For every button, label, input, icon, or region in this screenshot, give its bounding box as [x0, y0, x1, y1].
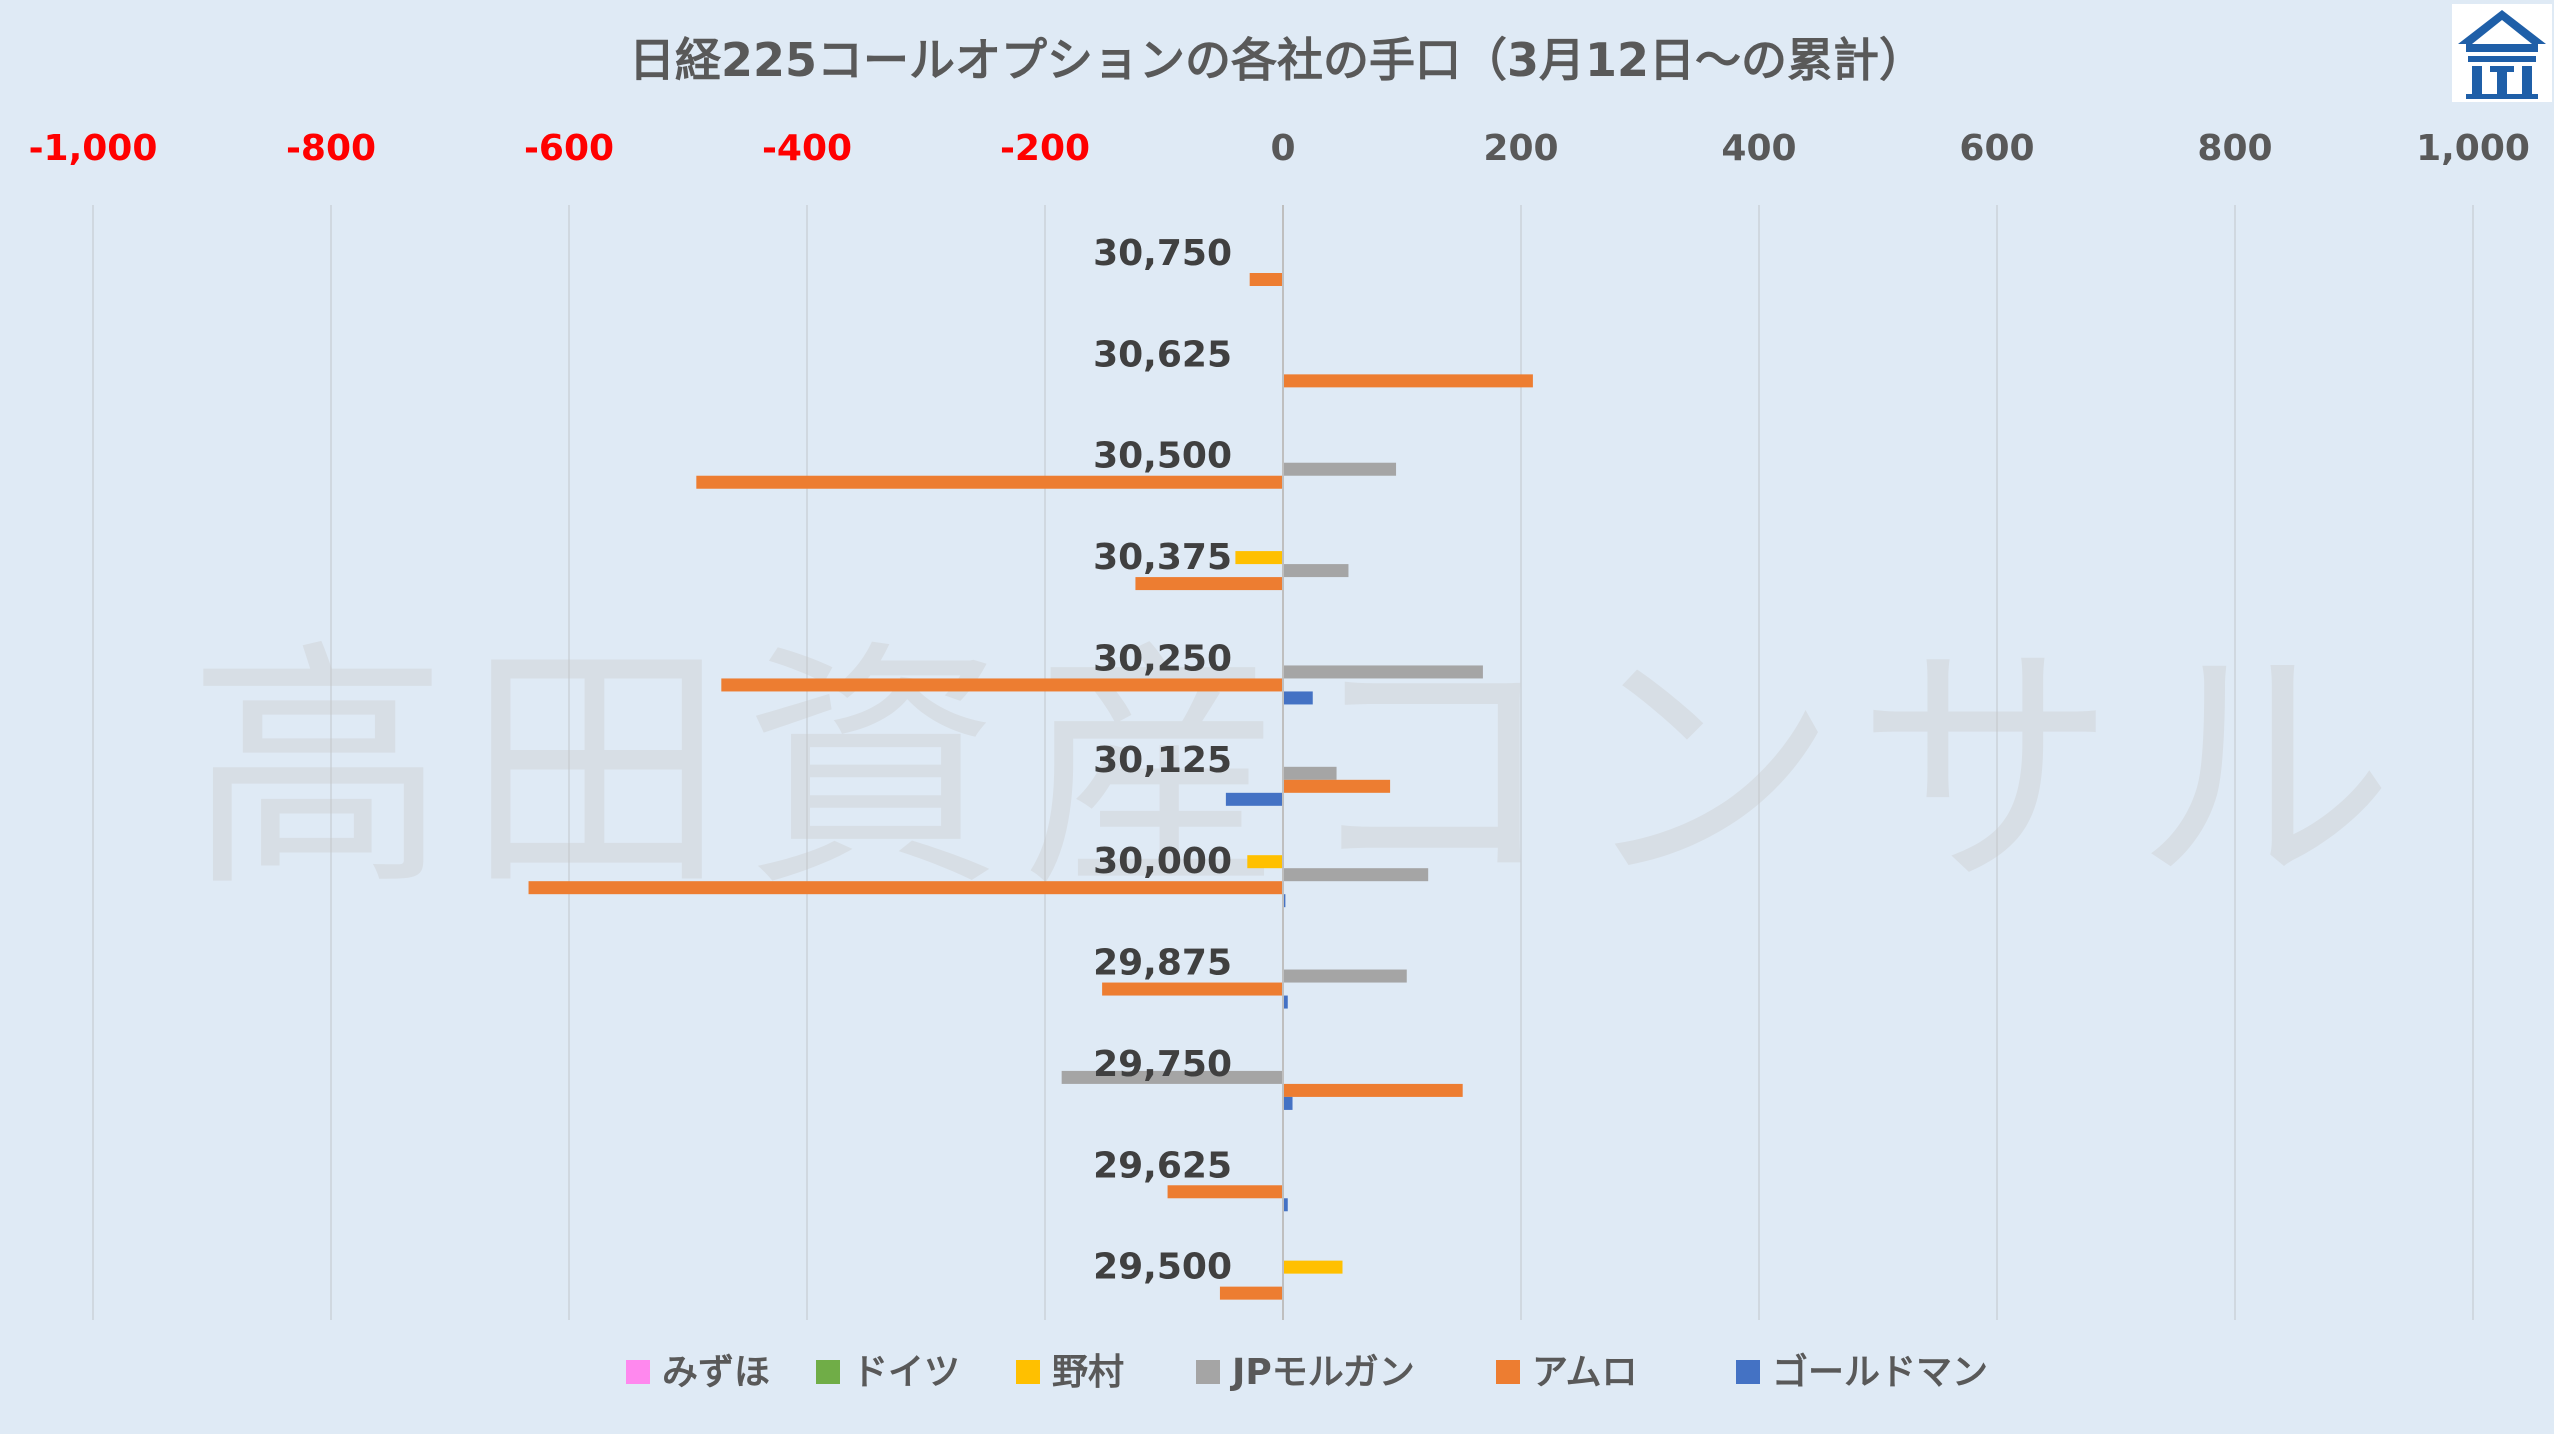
category-label: 30,375 [1093, 537, 1232, 578]
bar [1283, 665, 1483, 679]
bar [721, 678, 1283, 692]
category-label: 29,750 [1093, 1044, 1232, 1085]
category-label: 30,250 [1093, 638, 1232, 679]
bar [1283, 1083, 1463, 1097]
x-tick-label: 1,000 [2416, 128, 2530, 169]
bar [1283, 969, 1407, 983]
category-label: 30,125 [1093, 740, 1232, 781]
bar [1225, 792, 1283, 806]
bar [1283, 691, 1313, 705]
x-tick-label: -600 [524, 128, 614, 169]
x-tick-label: 600 [1959, 128, 2034, 169]
x-tick-label: 400 [1721, 128, 1796, 169]
category-label: 30,750 [1093, 233, 1232, 274]
x-tick-label: -200 [1000, 128, 1090, 169]
x-axis-ticks: -1,000 -800 -600 -400 -200 0 200 400 600 800 1,000 [29, 128, 2530, 169]
x-tick-label: 800 [2197, 128, 2272, 169]
bar [1219, 1286, 1283, 1300]
legend-swatch [1736, 1360, 1760, 1384]
bar [1061, 1070, 1283, 1084]
bar [1135, 577, 1283, 591]
category-label: 30,000 [1093, 841, 1232, 882]
bar [1283, 1198, 1288, 1212]
category-label: 29,625 [1093, 1145, 1232, 1186]
category-label: 30,500 [1093, 436, 1232, 477]
bar [1283, 779, 1391, 793]
x-tick-label: -400 [762, 128, 852, 169]
legend-swatch [626, 1360, 650, 1384]
x-tick-label: 200 [1483, 128, 1558, 169]
category-label: 29,875 [1093, 943, 1232, 984]
legend-label: アムロ [1532, 1352, 1637, 1393]
legend: みずほ ドイツ 野村 JPモルガン アムロ ゴールドマン [626, 1351, 1988, 1393]
legend-label: みずほ [662, 1352, 770, 1393]
bar [1283, 995, 1288, 1009]
legend-swatch [1016, 1360, 1040, 1384]
bar [1283, 868, 1429, 882]
bar [696, 475, 1283, 489]
bar [1283, 894, 1286, 908]
legend-label: 野村 [1052, 1352, 1124, 1393]
legend-swatch [816, 1360, 840, 1384]
bar [1283, 564, 1349, 578]
bar [1167, 1185, 1283, 1199]
x-tick-label: 0 [1270, 128, 1295, 169]
legend-label: ゴールドマン [1772, 1351, 1988, 1393]
bar [528, 881, 1283, 895]
bars [528, 273, 1533, 1300]
bar [1102, 982, 1283, 996]
x-tick-label: -1,000 [29, 128, 158, 169]
category-labels: 30,750 30,625 30,500 30,375 30,250 30,125 30,0… [1093, 233, 1232, 1288]
bar [1249, 273, 1283, 286]
category-label: 30,625 [1093, 334, 1232, 375]
bar [1235, 551, 1283, 565]
category-label: 29,500 [1093, 1247, 1232, 1288]
bar [1247, 855, 1283, 869]
legend-swatch [1196, 1360, 1220, 1384]
logo-icon [2452, 4, 2552, 102]
gridlines [92, 205, 2474, 1320]
legend-label: ドイツ [852, 1352, 960, 1393]
bar [1283, 374, 1533, 388]
bar [1283, 462, 1397, 476]
bar [1283, 1260, 1343, 1274]
x-tick-label: -800 [286, 128, 376, 169]
bar [1283, 766, 1337, 780]
chart-title: 日経225コールオプションの各社の手口（3月12日～の累計） [629, 33, 1925, 87]
bar [1283, 1096, 1293, 1110]
legend-label: JPモルガン [1229, 1352, 1415, 1393]
legend-swatch [1496, 1360, 1520, 1384]
